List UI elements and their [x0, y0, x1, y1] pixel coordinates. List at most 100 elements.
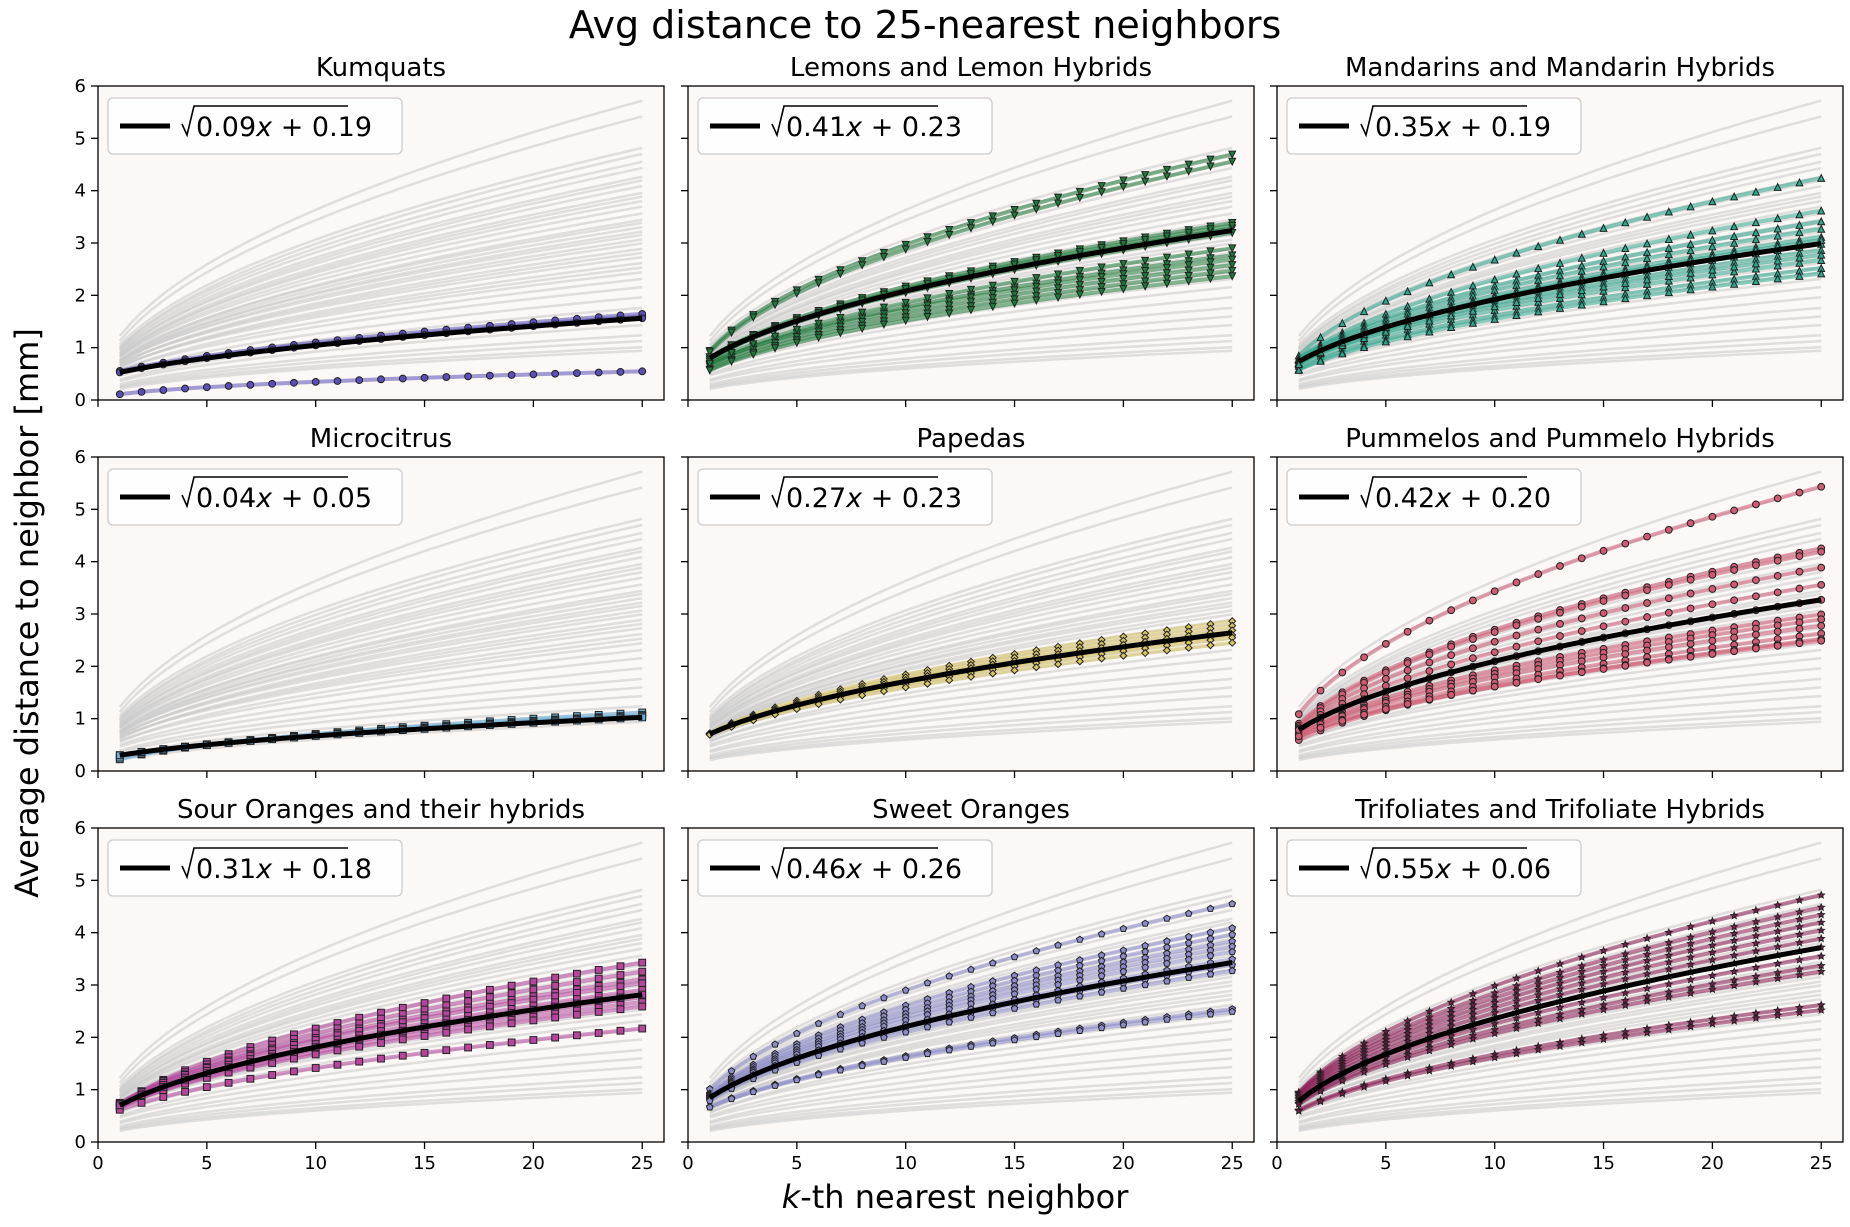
- data-point-marker: [1075, 281, 1085, 290]
- data-point-marker: [749, 1052, 758, 1060]
- data-point-marker: [1534, 637, 1543, 646]
- data-point-marker: [1686, 575, 1695, 584]
- data-point-marker: [1751, 977, 1761, 986]
- data-point-marker: [1795, 618, 1804, 627]
- data-point-marker: [1228, 244, 1237, 253]
- background-curve: [119, 255, 643, 365]
- sqrt-icon: [181, 847, 348, 880]
- background-curve: [1298, 323, 1822, 383]
- x-tick-label: 25: [631, 1153, 654, 1174]
- data-point-marker: [1577, 997, 1587, 1007]
- data-point-marker: [1773, 1010, 1783, 1020]
- background-curve: [708, 517, 1233, 717]
- data-point-marker: [1490, 301, 1499, 311]
- y-tick-label: 5: [75, 499, 86, 520]
- data-point-marker: [1642, 955, 1652, 965]
- data-point-marker: [1816, 890, 1826, 899]
- data-point-marker: [1381, 336, 1391, 346]
- data-point-marker: [814, 1070, 823, 1079]
- background-curve: [1298, 345, 1822, 389]
- data-point-marker: [1555, 1002, 1565, 1012]
- data-point-marker: [1140, 256, 1150, 266]
- figure-xlabel: k-th nearest neighbor: [782, 1178, 1130, 1216]
- data-point-marker: [988, 298, 997, 308]
- data-point-marker: [1664, 992, 1674, 1001]
- data-point-marker: [1729, 943, 1739, 952]
- data-point-marker: [1359, 1067, 1369, 1076]
- data-point-marker: [1664, 643, 1673, 652]
- background-curve: [118, 166, 643, 351]
- data-point-marker: [1643, 646, 1651, 655]
- data-point-marker: [814, 279, 823, 288]
- data-point-marker: [705, 359, 714, 369]
- data-point-marker: [880, 993, 888, 1002]
- data-point-marker: [1076, 1026, 1084, 1034]
- data-point-marker: [1730, 506, 1739, 515]
- data-point-marker: [1686, 945, 1696, 955]
- data-point-marker: [1577, 952, 1587, 962]
- data-point-marker: [638, 1024, 647, 1033]
- data-point-marker: [1794, 937, 1804, 947]
- data-point-marker: [1794, 929, 1804, 939]
- data-point-marker: [1097, 283, 1106, 292]
- data-point-marker: [1795, 209, 1804, 219]
- data-point-marker: [1752, 561, 1760, 570]
- data-point-marker: [1664, 927, 1674, 937]
- legend-box: [697, 468, 993, 526]
- background-curve: [1298, 315, 1822, 381]
- background-curve: [119, 954, 643, 1100]
- data-point-marker: [1053, 199, 1063, 208]
- legend: 0.09x + 0.19: [107, 97, 403, 155]
- data-point-marker: [879, 687, 889, 696]
- background-curve: [1297, 517, 1822, 717]
- data-point-marker: [1707, 955, 1717, 964]
- background-curve: [1298, 677, 1822, 748]
- y-tick-label: 6: [75, 818, 86, 839]
- data-point-marker: [1403, 331, 1412, 341]
- fit-line: [118, 992, 643, 1108]
- y-tick-label: 4: [75, 552, 86, 573]
- data-point-marker: [988, 265, 997, 274]
- data-point-marker: [1511, 973, 1521, 983]
- background-curve: [1298, 648, 1822, 744]
- background-curve: [119, 191, 643, 356]
- data-point-marker: [1469, 654, 1477, 663]
- data-point-marker: [1817, 563, 1826, 572]
- y-tick-label: 5: [75, 870, 86, 891]
- background-curve: [709, 562, 1233, 727]
- data-point-marker: [181, 384, 189, 393]
- legend-label: 0.27x + 0.23: [786, 483, 962, 514]
- background-curve: [119, 613, 643, 734]
- y-tick-label: 2: [75, 656, 86, 677]
- data-point-marker: [1577, 668, 1586, 677]
- background-curve: [119, 242, 643, 363]
- data-point-marker: [1206, 951, 1215, 959]
- data-point-marker: [988, 959, 997, 967]
- data-point-marker: [115, 390, 124, 399]
- data-point-marker: [1119, 275, 1128, 284]
- background-curve: [708, 470, 1233, 708]
- xlabel-rest: -th nearest neighbor: [800, 1178, 1129, 1216]
- data-point-marker: [1075, 247, 1085, 257]
- data-point-marker: [857, 324, 867, 334]
- data-point-marker: [1053, 270, 1063, 279]
- data-point-marker: [464, 1043, 472, 1052]
- background-curve: [709, 710, 1233, 759]
- data-point-marker: [1795, 227, 1804, 237]
- data-point-marker: [1446, 997, 1456, 1007]
- data-point-marker: [1468, 1057, 1478, 1066]
- fit-line: [1297, 597, 1822, 732]
- x-tick-label: 25: [1810, 1153, 1833, 1174]
- data-point-marker: [464, 1025, 472, 1034]
- data-point-marker: [1032, 282, 1041, 292]
- data-point-marker: [1403, 666, 1412, 675]
- data-point-marker: [1751, 917, 1761, 926]
- data-point-marker: [1534, 625, 1543, 634]
- data-point-marker: [1206, 225, 1215, 234]
- data-point-marker: [159, 1093, 168, 1101]
- data-point-marker: [1664, 957, 1674, 967]
- data-point-marker: [923, 233, 932, 242]
- background-curve: [119, 349, 643, 391]
- x-tick-label: 10: [1483, 1153, 1506, 1174]
- data-point-marker: [420, 1032, 429, 1040]
